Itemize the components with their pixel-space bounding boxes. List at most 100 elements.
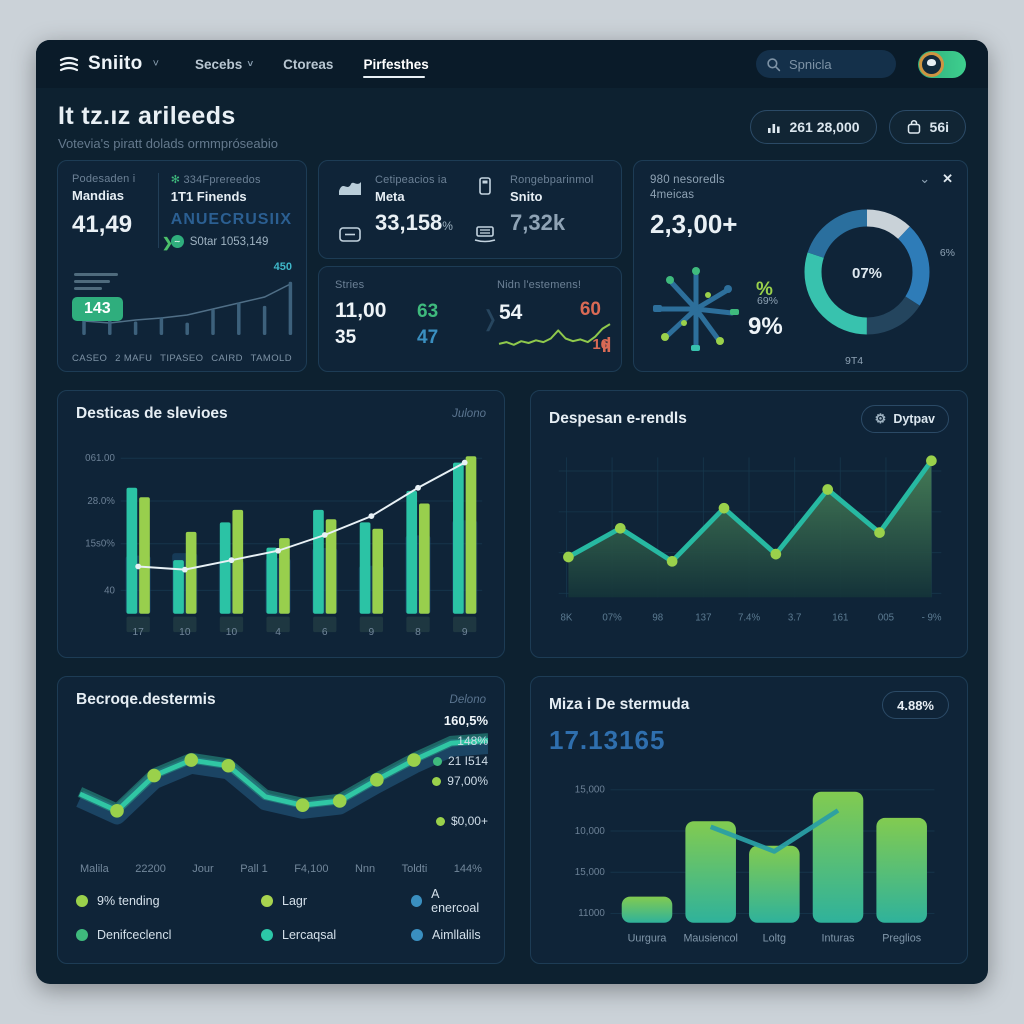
x-axis-label: 8	[415, 627, 421, 638]
metric-label: Podesaden i	[72, 173, 136, 185]
data-dot	[770, 548, 782, 560]
right-value-labels: 160,5% 148% 21 I514 97,00% $0,00+	[432, 713, 488, 828]
x-axis-label: Loltg	[763, 933, 786, 945]
percent-small: %	[756, 279, 773, 300]
bar-reflection	[126, 616, 150, 633]
grouped-bar-chart: 061.00 28.0% 15s0% 40 17 10 10 4 6 9 8 9	[85, 453, 483, 638]
page-subtitle: Votevia's piratt dolads ormmpróseabio	[58, 136, 278, 151]
percent-badge[interactable]: 4.88%	[882, 691, 949, 719]
x-axis-label: Inturas	[822, 933, 855, 945]
profile-toggle[interactable]	[918, 50, 966, 78]
area-line	[567, 459, 934, 564]
metric-value: 41,49	[72, 211, 133, 238]
data-dot	[221, 758, 236, 773]
bar	[685, 821, 736, 923]
y-tick-label: 10,000	[575, 826, 606, 837]
x-axis-label: 005	[878, 613, 894, 624]
app-logo[interactable]: Sniito ˅	[58, 53, 159, 75]
data-dot	[666, 555, 678, 567]
legend-item: A enercoal	[411, 887, 486, 915]
stat-value-green: 63	[417, 301, 439, 322]
donut-label-bottom: 9T4	[845, 355, 864, 367]
y-tick-label: 28.0%	[87, 496, 115, 507]
x-axis-label: 9	[369, 627, 375, 638]
search-box[interactable]	[756, 50, 896, 78]
legend-dot-icon	[261, 895, 273, 907]
dot-icon	[435, 816, 445, 826]
stat-value: 54	[499, 301, 523, 324]
metric-name: Mandias	[72, 188, 125, 203]
logo-text: Sniito	[88, 53, 143, 74]
x-axis-label: CASEO	[72, 353, 108, 364]
mini-bar	[133, 321, 138, 335]
data-dot	[874, 527, 885, 538]
value-badge: 143	[72, 297, 123, 321]
donut-label-left: 69%	[757, 295, 779, 307]
device-icon	[479, 177, 491, 195]
chevron-right-icon: ❭	[481, 306, 500, 331]
donut-label2: 4meicas	[650, 189, 695, 201]
data-dot	[147, 768, 161, 783]
nav-item-secebs[interactable]: Secebs ˅	[195, 56, 254, 72]
card-title: Becroqe.destermis	[76, 691, 216, 708]
trend-dot	[415, 484, 421, 491]
chat-dot-icon: ∼	[170, 235, 184, 248]
stat-value: 33,158%	[375, 210, 453, 235]
close-icon[interactable]: ✕	[942, 171, 953, 186]
x-axis-label: 9	[462, 627, 468, 638]
x-axis-label: F4,100	[294, 863, 329, 875]
x-axis-label: 10	[226, 627, 238, 638]
nav-item-pirfesthes[interactable]: Pirfesthes	[363, 40, 429, 88]
bag-pill-button[interactable]: 56i	[888, 109, 966, 144]
x-axis-label: 3.7	[788, 613, 802, 624]
chevron-down-icon: ˅	[247, 58, 254, 70]
mini-bar	[159, 317, 164, 335]
desticas-chart-card: Desticas de slevioes Julono 061.00 28.0% 1…	[57, 390, 505, 658]
bar-reflection	[406, 616, 430, 633]
x-axis-label: 10	[179, 627, 191, 638]
right-value-label: 148%	[457, 734, 488, 748]
nav-item-ctoreas[interactable]: Ctoreas	[283, 56, 334, 72]
stat-value: 7,32k	[510, 210, 566, 235]
data-dot	[332, 794, 347, 808]
x-axis-label: Uurgura	[628, 933, 667, 945]
right-value-label: $0,00+	[435, 814, 488, 828]
lime-bar	[372, 528, 384, 614]
corner-label: Delono	[449, 694, 486, 706]
y-tick-label: 15,000	[575, 785, 606, 796]
mini-bar	[185, 322, 189, 335]
data-dot	[110, 804, 124, 818]
bar	[749, 845, 800, 923]
metrics-card: Podesaden i Mandias 41,49 ✻ 334Fprereedo…	[57, 160, 307, 372]
lime-bar	[419, 503, 430, 614]
x-axis-label: 137	[695, 613, 711, 624]
display-options-button[interactable]: ⚙ Dytpav	[860, 405, 949, 433]
bar-reflection	[313, 616, 337, 633]
peak-label: 450	[273, 261, 292, 273]
logo-waves-icon	[59, 56, 79, 72]
minimize-icon[interactable]: ⌄	[919, 171, 931, 186]
trend-dot	[368, 513, 375, 520]
mini-bar	[262, 305, 267, 335]
wave-icon	[339, 182, 361, 195]
bar-reflection	[219, 616, 244, 633]
lime-bar	[139, 497, 150, 614]
stats-pill-button[interactable]: 261 28,000	[750, 109, 877, 144]
x-axis-label: 4	[275, 627, 281, 638]
legend-dot-icon	[411, 929, 423, 941]
stat-value-red: 60	[579, 299, 601, 320]
search-input[interactable]	[787, 55, 882, 73]
data-dot	[295, 798, 310, 813]
stat-name: Meta	[375, 189, 405, 204]
chart-legend: 9% tending Lagr A enercoal Denifceclencl Ler…	[76, 887, 486, 942]
x-axis-label: 6	[322, 627, 328, 638]
brand-subtext: S0tar 1053,149	[189, 235, 269, 248]
spark-end-bar	[607, 337, 611, 352]
bar	[876, 817, 927, 923]
teal-bar	[219, 522, 231, 614]
lime-bar	[279, 538, 290, 614]
bar-reflection	[173, 616, 197, 633]
y-tick-label: 15s0%	[85, 539, 115, 550]
x-axis-label: Mausiencol	[683, 933, 737, 945]
lime-bar	[325, 519, 337, 614]
